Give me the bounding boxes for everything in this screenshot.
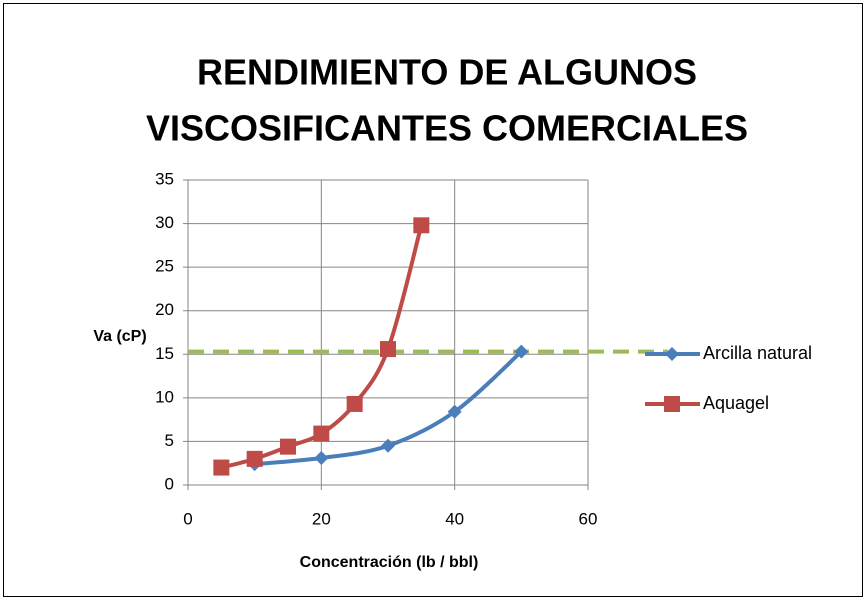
y-tick-label: 10 (155, 387, 174, 406)
marker (380, 341, 396, 358)
legend-marker (664, 396, 680, 412)
marker (447, 404, 462, 419)
x-axis-label: Concentración (lb / bbl) (300, 554, 479, 571)
marker (246, 450, 263, 467)
y-tick-label: 15 (155, 344, 174, 363)
marker (514, 344, 529, 359)
marker (413, 217, 430, 234)
y-tick-label: 30 (155, 213, 174, 232)
legend-label: Arcilla natural (703, 343, 812, 363)
chart-title: VISCOSIFICANTES COMERCIALES (146, 108, 748, 149)
legend-marker (665, 347, 679, 361)
y-tick-label: 20 (155, 300, 174, 319)
marker (346, 395, 363, 412)
marker (314, 450, 329, 465)
y-tick-label: 5 (165, 431, 174, 450)
y-tick-label: 0 (165, 474, 174, 493)
x-tick-label: 60 (579, 509, 598, 528)
y-tick-label: 35 (155, 169, 174, 188)
x-tick-label: 20 (312, 509, 331, 528)
y-tick-label: 25 (155, 257, 174, 276)
marker (313, 425, 330, 442)
chart-frame (3, 3, 863, 597)
y-axis-label: Va (cP) (93, 328, 146, 345)
chart-title: RENDIMIENTO DE ALGUNOS (197, 52, 697, 93)
marker (280, 438, 296, 455)
legend-label: Aquagel (703, 393, 769, 413)
x-tick-label: 40 (445, 509, 464, 528)
marker (381, 438, 395, 453)
x-tick-label: 0 (183, 509, 192, 528)
marker (213, 459, 230, 476)
